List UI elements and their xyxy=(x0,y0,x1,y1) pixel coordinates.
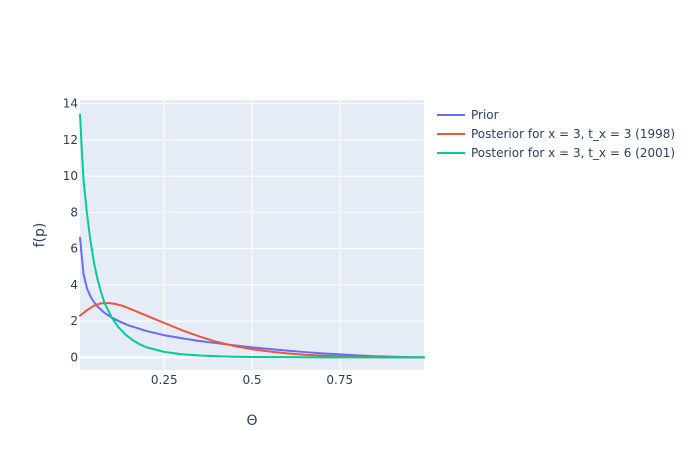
legend-item[interactable]: Prior xyxy=(437,108,499,122)
series-line-1 xyxy=(79,236,425,359)
y-tick-label: 4 xyxy=(70,278,78,292)
legend-label: Posterior for x = 3, t_x = 3 (1998) xyxy=(471,127,675,141)
series-lines xyxy=(79,113,425,359)
y-tick-label: 6 xyxy=(70,242,78,256)
y-tick-label: 2 xyxy=(70,314,78,328)
y-tick-label: 8 xyxy=(70,205,78,219)
legend-item[interactable]: Posterior for x = 3, t_x = 6 (2001) xyxy=(437,146,675,160)
y-axis-title: f(p) xyxy=(32,223,48,248)
y-tick-label: 0 xyxy=(70,350,78,364)
legend-label: Posterior for x = 3, t_x = 6 (2001) xyxy=(471,146,675,160)
series-line-3 xyxy=(79,113,425,359)
legend-item[interactable]: Posterior for x = 3, t_x = 3 (1998) xyxy=(437,127,675,141)
grid-lines xyxy=(80,100,424,370)
x-axis-title: Θ xyxy=(246,413,257,429)
y-tick-label: 10 xyxy=(63,169,78,183)
y-tick-label: 14 xyxy=(63,97,78,111)
y-axis-ticks: 0 2 4 6 8 10 12 14 xyxy=(63,97,78,365)
x-tick-label: 0.75 xyxy=(326,373,353,387)
legend: Prior Posterior for x = 3, t_x = 3 (1998)… xyxy=(437,108,675,160)
x-tick-label: 0.25 xyxy=(151,373,178,387)
legend-label: Prior xyxy=(471,108,499,122)
y-tick-label: 12 xyxy=(63,133,78,147)
x-axis-ticks: 0.25 0.5 0.75 xyxy=(151,373,353,387)
x-tick-label: 0.5 xyxy=(242,373,261,387)
